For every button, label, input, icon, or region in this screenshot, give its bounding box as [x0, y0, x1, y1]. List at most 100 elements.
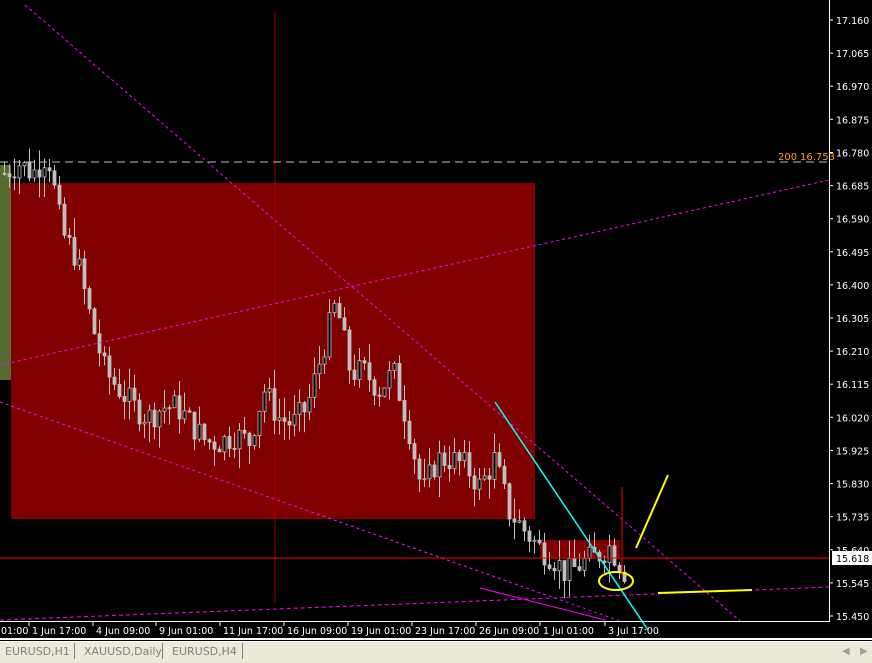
x-tick-label: 3 Jul 17:00	[608, 626, 659, 637]
candle-body	[177, 395, 182, 420]
candle-body	[217, 448, 222, 453]
candle-body	[367, 362, 372, 381]
x-tick-label: 1 Jul 01:00	[543, 626, 594, 637]
candle-body	[252, 435, 257, 446]
candle-body	[137, 399, 142, 425]
candle-body	[607, 545, 612, 564]
candle-body	[612, 545, 617, 566]
y-tick-label: 16.210	[836, 347, 869, 358]
candle-body	[332, 302, 337, 314]
candle-body	[257, 410, 262, 437]
tab-eurusd-h1[interactable]: EURUSD,H1	[5, 645, 70, 658]
candle-body	[187, 410, 192, 413]
candle-body	[392, 362, 397, 371]
candle-body	[202, 423, 207, 441]
candle-body	[427, 464, 432, 480]
y-tick-label: 16.970	[836, 82, 869, 93]
candle-body	[377, 394, 382, 397]
candle-body	[272, 388, 277, 421]
candle-body	[522, 520, 527, 532]
y-tick-label: 15.545	[836, 579, 869, 590]
candle-body	[232, 448, 237, 450]
candle-body	[152, 409, 157, 428]
scroll-left-icon[interactable]: ◀	[842, 646, 850, 657]
candle-body	[267, 388, 272, 393]
candle-body	[222, 436, 227, 453]
x-tick-label: 16 Jun 09:00	[287, 626, 347, 637]
y-tick-label: 17.160	[836, 16, 869, 27]
candle-body	[547, 564, 552, 569]
candle-body	[127, 387, 132, 402]
candle-body	[107, 355, 112, 378]
y-tick-label: 16.305	[836, 314, 869, 325]
candle-body	[347, 329, 352, 371]
candle-body	[147, 409, 152, 423]
candle-body	[67, 234, 72, 238]
candle-body	[567, 558, 572, 582]
candle-body	[117, 383, 122, 397]
candle-body	[357, 360, 362, 380]
y-tick-label: 16.875	[836, 115, 869, 126]
candle-body	[227, 436, 232, 449]
candle-body	[82, 258, 87, 289]
candle-body	[442, 452, 447, 466]
candle-body	[297, 402, 302, 415]
candle-body	[342, 317, 347, 331]
candle-body	[317, 363, 322, 375]
candle-body	[327, 312, 332, 358]
y-tick-label: 17.065	[836, 49, 869, 60]
y-tick-label: 16.400	[836, 281, 869, 292]
candle-body	[412, 443, 417, 460]
candle-body	[472, 475, 477, 490]
candle-body	[37, 169, 42, 178]
price-chart[interactable]: 200 16.753 17.160 17.065 16.970 16.875 16.780…	[0, 0, 872, 640]
candle-body	[542, 542, 547, 566]
candle-body	[512, 518, 517, 523]
candle-body	[212, 441, 217, 450]
candle-body	[537, 539, 542, 544]
candle-body	[97, 333, 102, 354]
candle-body	[497, 452, 502, 467]
candle-body	[142, 421, 147, 425]
candle-body	[572, 558, 577, 568]
candle-body	[167, 407, 172, 410]
candle-body	[52, 170, 57, 186]
yellow-ellipse	[598, 571, 634, 591]
x-tick-label: 01:00	[1, 626, 28, 637]
candle-body	[552, 568, 557, 572]
tab-xauusd-daily[interactable]: XAUUSD,Daily	[84, 645, 162, 658]
candle-body	[462, 452, 467, 462]
candle-body	[72, 236, 77, 266]
cyan-trendline	[494, 401, 649, 631]
candle-body	[92, 308, 97, 335]
candle-body	[197, 423, 202, 440]
green-rectangle	[0, 165, 11, 380]
trendline-solid-magenta	[479, 587, 606, 621]
candle-body	[7, 173, 12, 178]
trendline-bottom	[0, 586, 830, 621]
time-axis: 01:00 1 Jun 17:00 4 Jun 09:00 9 Jun 01:00 11…	[1, 621, 659, 637]
candle-body	[352, 369, 357, 380]
chart-tabs: EURUSD,H1 XAUUSD,Daily EURUSD,H4 ◀ ▶	[0, 641, 872, 663]
candle-body	[372, 379, 377, 396]
candle-body	[362, 360, 367, 364]
candle-body	[527, 530, 532, 542]
candle-body	[312, 373, 317, 398]
x-tick-label: 11 Jun 17:00	[223, 626, 283, 637]
tab-eurusd-h4[interactable]: EURUSD,H4	[172, 645, 237, 658]
candle-body	[562, 560, 567, 582]
candle-body	[482, 475, 487, 480]
candle-body	[57, 184, 62, 205]
candle-body	[477, 478, 482, 490]
candle-body	[407, 420, 412, 445]
candle-body	[447, 465, 452, 470]
y-tick-label: 16.115	[836, 380, 869, 391]
candle-body	[287, 421, 292, 426]
candles	[2, 148, 627, 599]
candle-body	[42, 167, 47, 178]
candle-body	[2, 172, 7, 175]
level-price: 16.753	[800, 152, 835, 163]
candle-body	[452, 452, 457, 470]
scroll-right-icon[interactable]: ▶	[860, 646, 868, 657]
candle-body	[77, 258, 82, 266]
